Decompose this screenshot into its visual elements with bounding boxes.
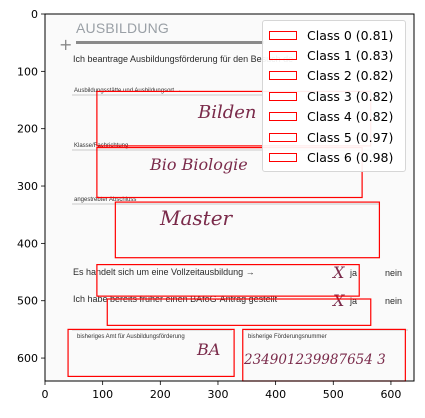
hand-x2: X: [331, 291, 345, 310]
legend-swatch: [269, 91, 297, 101]
y-tick-label: 200: [17, 123, 38, 136]
heading-rule: [76, 41, 264, 44]
detection-box-class-5: [67, 328, 235, 378]
plus-mark: +: [59, 35, 72, 54]
legend-swatch: [269, 132, 297, 142]
legend-label: Class 0 (0.81): [307, 27, 394, 43]
legend-swatch: [269, 30, 297, 40]
y-tick-label: 400: [17, 237, 38, 250]
x-tick-label: 0: [42, 388, 49, 401]
legend-item: Class 1 (0.83): [269, 45, 399, 65]
legend-label: Class 5 (0.97): [307, 129, 394, 145]
y-tick-label: 100: [17, 65, 38, 78]
label-number: bisherige Förderungsnummer: [248, 334, 327, 340]
legend-label: Class 6 (0.98): [307, 150, 394, 166]
y-axis: 0 100 200 300 400 500 600: [17, 8, 45, 365]
hand-school: Bilden: [197, 102, 257, 123]
ans-no-2: nein: [385, 296, 402, 306]
ans-yes-2: ja: [349, 296, 357, 306]
x-tick-label: 100: [92, 388, 113, 401]
legend: Class 0 (0.81) Class 1 (0.83) Class 2 (0.8…: [262, 20, 406, 172]
legend-swatch: [269, 71, 297, 81]
legend-label: Class 1 (0.83): [307, 48, 394, 64]
x-axis: 0 100 200 300 400 500 600: [42, 381, 401, 401]
legend-swatch: [269, 51, 297, 61]
label-office: bisheriges Amt für Ausbildungsförderung: [77, 334, 185, 340]
detection-box-class-2: [114, 201, 381, 259]
ans-no-1: nein: [385, 268, 402, 278]
detection-box-class-3: [96, 263, 360, 297]
legend-label: Class 2 (0.82): [307, 68, 394, 84]
x-tick-label: 200: [150, 388, 171, 401]
ans-yes-1: ja: [349, 268, 357, 278]
doc-heading: AUSBILDUNG: [76, 20, 169, 36]
y-tick-label: 0: [31, 8, 38, 21]
legend-label: Class 4 (0.82): [307, 109, 394, 125]
hand-number: 234901239987654 3: [243, 352, 386, 368]
x-tick-label: 500: [323, 388, 344, 401]
hand-degree: Master: [159, 206, 234, 230]
legend-item: Class 5 (0.97): [269, 127, 399, 147]
legend-item: Class 4 (0.82): [269, 107, 399, 127]
legend-swatch: [269, 112, 297, 122]
legend-label: Class 3 (0.82): [307, 88, 394, 104]
x-tick-label: 600: [380, 388, 401, 401]
legend-item: Class 3 (0.82): [269, 86, 399, 106]
hand-office: BA: [196, 340, 220, 359]
legend-item: Class 0 (0.81): [269, 25, 399, 45]
legend-swatch: [269, 153, 297, 163]
axes-frame: [44, 13, 415, 382]
x-tick-label: 300: [207, 388, 228, 401]
legend-item: Class 6 (0.98): [269, 147, 399, 167]
y-tick-label: 600: [17, 352, 38, 365]
q-fulltime: Es handelt sich um eine Vollzeitausbildu…: [73, 267, 255, 277]
legend-item: Class 2 (0.82): [269, 66, 399, 86]
x-tick-label: 400: [265, 388, 286, 401]
hand-class: Bio Biologie: [149, 155, 248, 174]
detection-box-class-4: [106, 298, 372, 326]
y-tick-label: 500: [17, 295, 38, 308]
hand-x1: X: [331, 263, 345, 282]
label-degree: angestrebter Abschluss: [74, 197, 136, 203]
detection-box-class-1: [96, 147, 363, 199]
y-tick-label: 300: [17, 180, 38, 193]
doc-intro: Ich beantrage Ausbildungsförderung für d…: [73, 54, 293, 64]
